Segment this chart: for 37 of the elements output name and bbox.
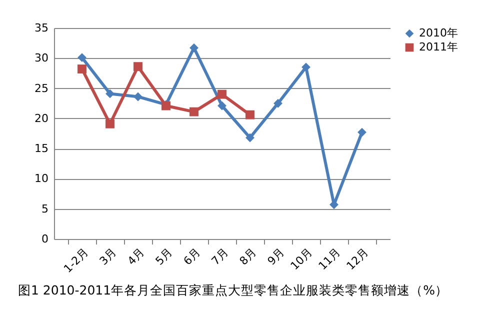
point: [302, 62, 310, 72]
point: [106, 89, 114, 98]
y-tick-label: 20: [34, 112, 48, 125]
legend-label: 2011年: [419, 40, 458, 54]
y-tick-label: 15: [34, 142, 48, 156]
y-tick-label: 25: [34, 82, 48, 95]
point: [78, 64, 86, 74]
y-tick-label: 30: [34, 52, 48, 65]
point: [218, 101, 226, 110]
y-tick-label: 0: [42, 232, 48, 246]
point: [274, 98, 282, 108]
x-tick-label: 10月: [288, 246, 315, 273]
text: 图1 2010-2011年各月全国百家重点大型零售企业服装类零售额增速（%）: [18, 282, 448, 298]
x-tick-label: 8月: [237, 246, 259, 268]
point: [106, 119, 114, 128]
x-tick-label: 5月: [153, 246, 175, 268]
x-tick-label: 9月: [265, 246, 287, 268]
point: [190, 43, 198, 52]
x-tick-label: 1-2月: [61, 246, 91, 276]
point: [218, 90, 226, 99]
x-tick-label: 7月: [209, 246, 231, 268]
y-tick-label: 5: [42, 202, 48, 216]
point: [134, 62, 142, 72]
point: [78, 53, 86, 62]
y-tick-label: 35: [34, 22, 48, 34]
x-tick-label: 3月: [97, 246, 119, 268]
y-tick-label: 10: [34, 172, 48, 186]
point: [246, 133, 254, 142]
x-tick-label: 4月: [125, 246, 147, 268]
point: [134, 92, 142, 102]
x-tick-label: 6月: [181, 246, 203, 268]
x-tick-label: 11月: [316, 246, 343, 273]
point: [190, 107, 198, 116]
point: [246, 110, 254, 120]
point: [358, 128, 366, 137]
x-tick-label: 12月: [344, 246, 371, 273]
legend-label: 2010年: [419, 26, 458, 40]
